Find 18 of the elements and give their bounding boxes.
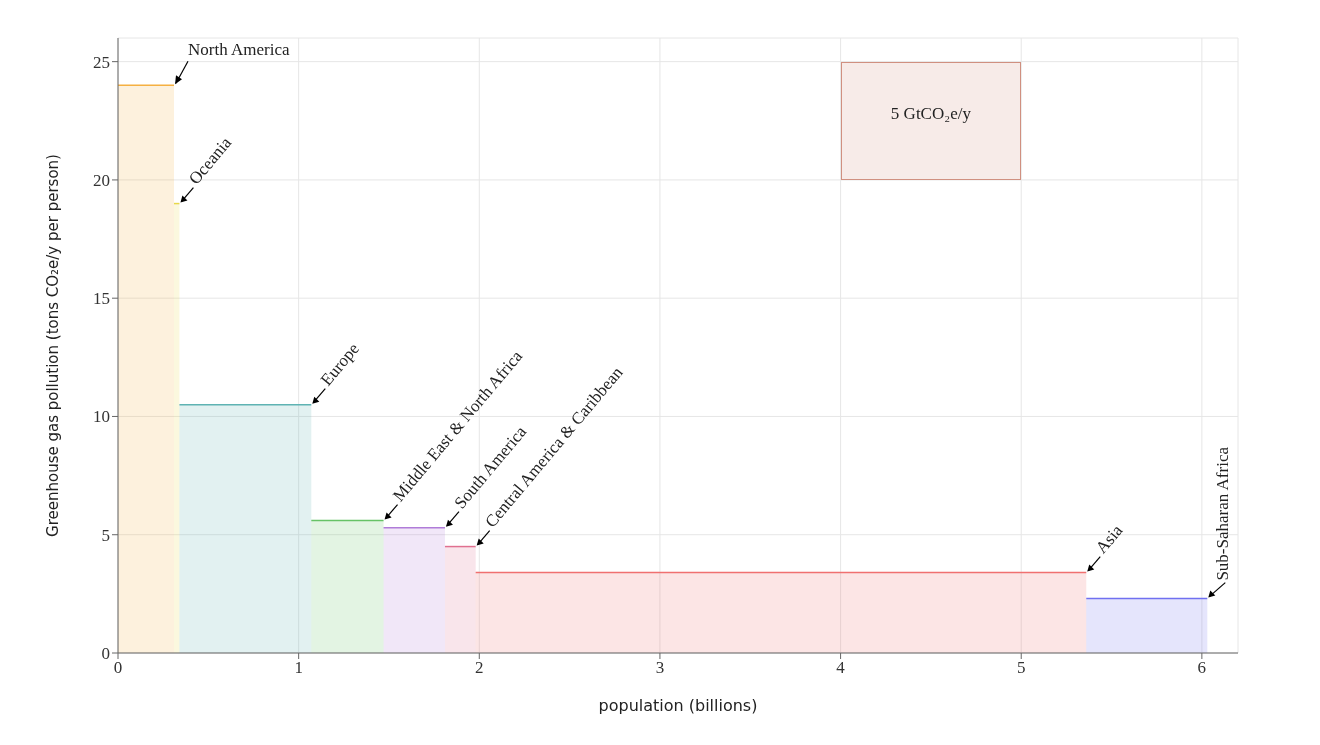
y-tick-label: 0 [101,644,110,664]
text: Sub-Saharan Africa [1213,446,1233,581]
annotation: 5 GtCO₂e/y [889,104,972,125]
y-tick-label: 20 [93,170,110,190]
x-tick-label: 4 [836,658,846,678]
y-tick-label: 10 [93,407,110,427]
y-axis-title: Greenhouse gas pollution (tons CO₂e/y per person) [44,154,63,537]
text: Asia [1091,520,1127,558]
series-label: North America [188,40,290,60]
x-tick-label: 1 [294,658,303,678]
x-tick-label: 2 [475,658,484,678]
y-tick-label: 25 [93,52,110,72]
x-tick-label: 3 [655,658,665,678]
y-tick-label: 5 [101,525,110,545]
x-axis-title: population (billions) [598,696,758,715]
y-tick-label: 15 [93,289,110,309]
x-tick-label: 6 [1197,658,1207,678]
x-tick-label: 5 [1016,658,1026,678]
